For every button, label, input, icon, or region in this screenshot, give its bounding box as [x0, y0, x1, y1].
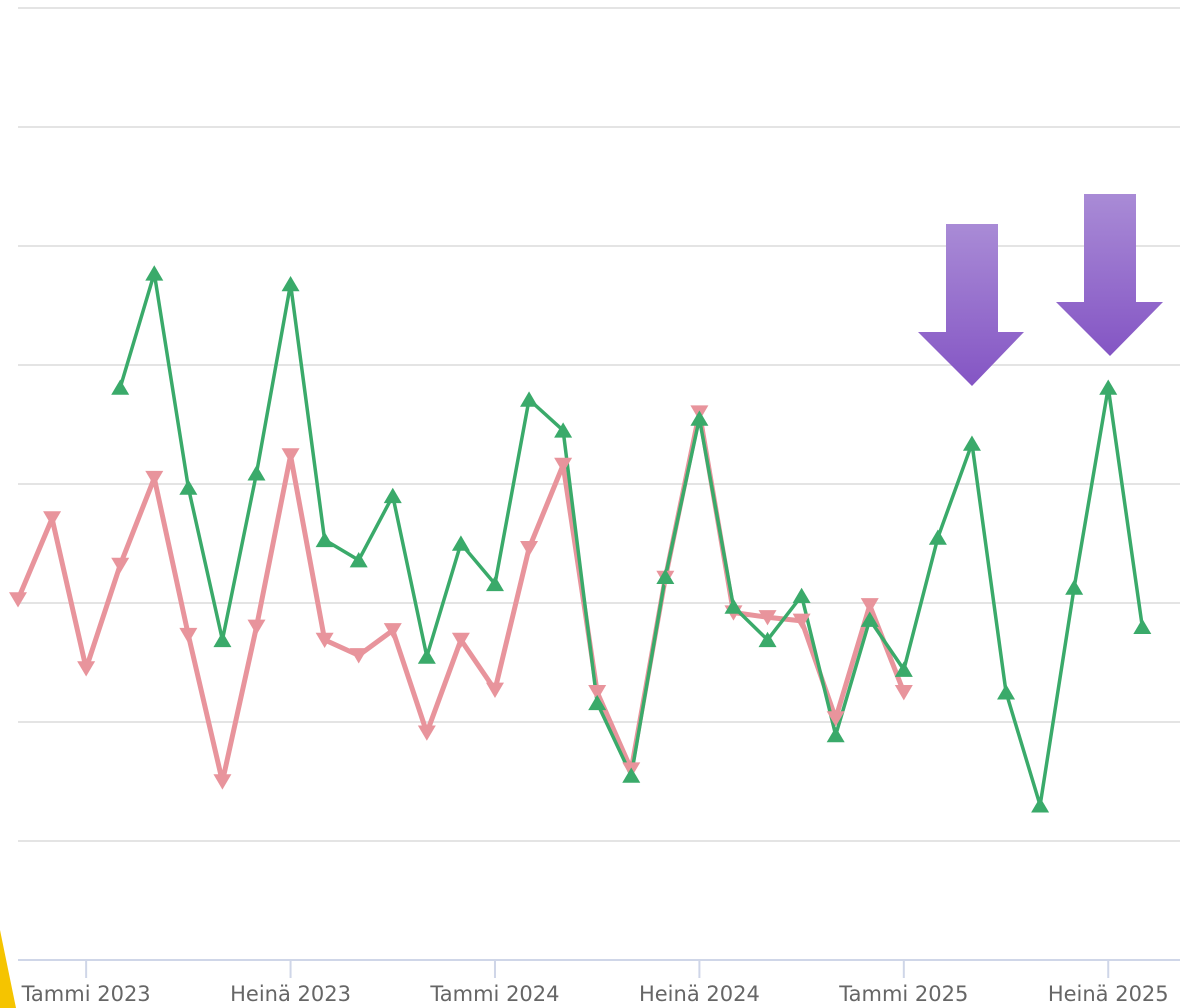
data-point: [145, 470, 164, 487]
data-point: [213, 631, 232, 648]
data-point: [724, 598, 743, 614]
data-point: [928, 529, 947, 545]
arrow-annotation: [1056, 194, 1163, 356]
data-point: [554, 457, 573, 474]
data-point: [826, 711, 845, 727]
x-tick-label: Heinä 2023: [230, 982, 351, 1006]
x-tick-label: Tammi 2023: [21, 982, 151, 1006]
data-point: [179, 479, 198, 495]
data-point: [520, 541, 539, 557]
corner-decoration: [0, 930, 16, 1008]
data-point: [690, 410, 709, 426]
data-point: [383, 623, 402, 639]
data-point: [179, 627, 198, 644]
data-point: [962, 435, 981, 451]
data-point: [826, 726, 845, 743]
data-point: [554, 422, 573, 438]
grid: [18, 7, 1180, 961]
data-point: [145, 265, 164, 281]
data-point: [758, 631, 777, 648]
data-point: [213, 774, 232, 790]
data-point: [451, 535, 470, 551]
data-point: [247, 465, 266, 481]
arrow-annotation: [918, 224, 1024, 386]
data-point: [451, 632, 470, 648]
data-point: [43, 511, 62, 527]
data-point: [281, 275, 300, 292]
data-point: [247, 619, 266, 635]
data-point: [792, 587, 811, 604]
data-point: [656, 568, 675, 585]
data-point: [485, 682, 504, 698]
data-point: [315, 632, 334, 648]
x-tick-label: Heinä 2024: [639, 982, 760, 1006]
x-tick-label: Tammi 2024: [429, 982, 559, 1006]
data-point: [894, 661, 913, 677]
series-line: [15, 410, 907, 784]
data-point: [349, 648, 368, 664]
data-point: [758, 610, 777, 626]
data-point: [1031, 797, 1050, 813]
data-point: [1065, 579, 1084, 595]
data-point: [315, 531, 334, 548]
data-point: [349, 552, 368, 568]
data-point: [588, 694, 607, 711]
data-point: [111, 557, 130, 574]
x-tick-label: Heinä 2025: [1048, 982, 1169, 1006]
data-point: [417, 725, 436, 741]
data-point: [485, 575, 504, 592]
data-point: [1099, 379, 1118, 395]
data-point: [520, 391, 539, 407]
data-point: [281, 448, 300, 464]
data-point: [860, 611, 879, 627]
data-point: [9, 592, 27, 608]
data-point: [792, 613, 811, 629]
data-point: [1133, 618, 1152, 634]
data-point: [111, 379, 130, 395]
data-point: [77, 661, 96, 677]
data-point: [417, 648, 436, 664]
plot: [9, 265, 1152, 813]
data-point: [997, 684, 1016, 700]
data-point: [622, 767, 641, 783]
data-point: [860, 598, 879, 614]
data-point: [588, 685, 607, 701]
x-tick-label: Tammi 2025: [838, 982, 968, 1006]
x-axis: Tammi 2023 Heinä 2023 Tammi 2024 Heinä 2024…: [21, 960, 1169, 1006]
data-point: [383, 487, 402, 504]
data-point: [894, 685, 913, 701]
